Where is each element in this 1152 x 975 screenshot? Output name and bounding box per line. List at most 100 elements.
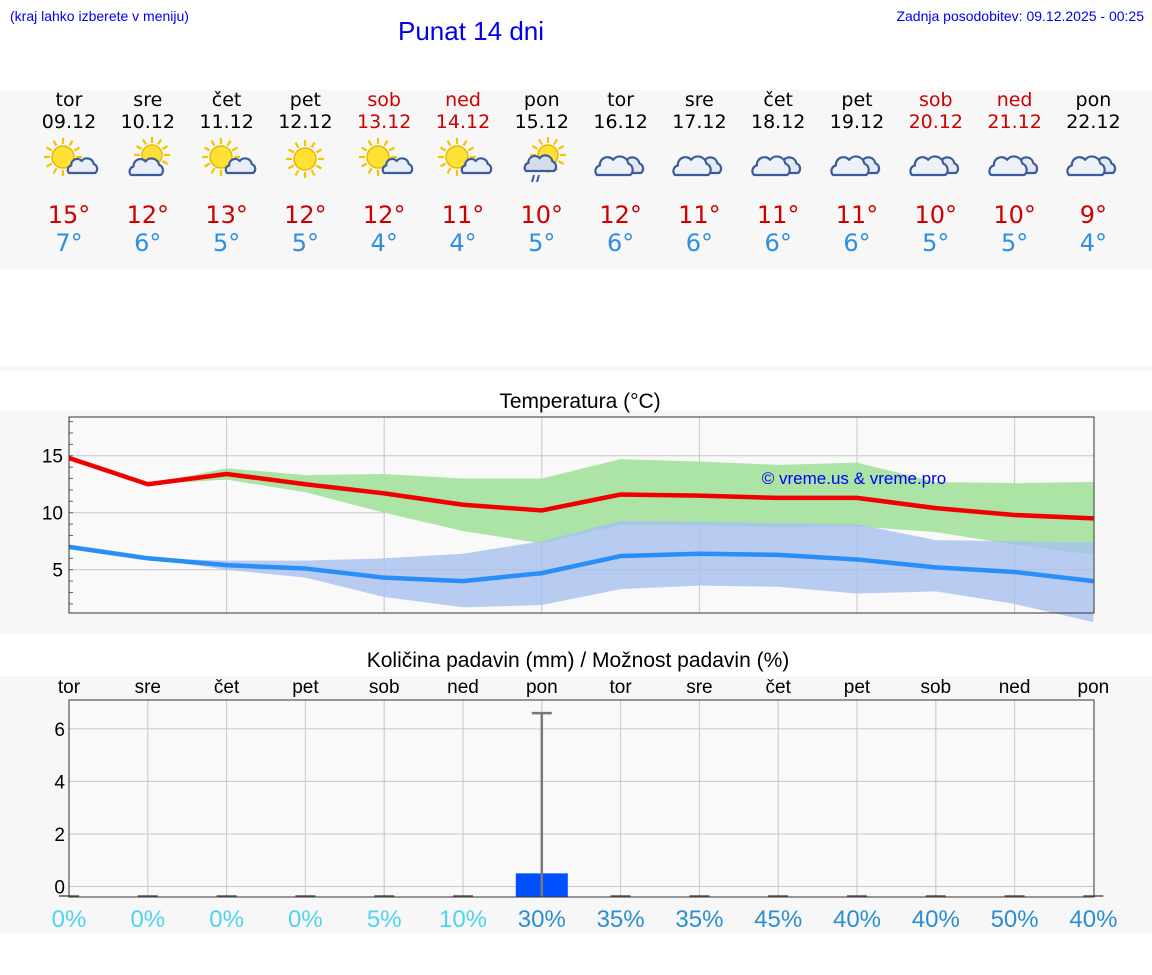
y-tick-label: 5 bbox=[52, 561, 63, 582]
day-name: sre bbox=[133, 89, 163, 111]
day-name: sre bbox=[684, 89, 714, 111]
day-date: 09.12 bbox=[41, 111, 97, 133]
min-temp: 4° bbox=[1079, 229, 1108, 257]
day-column: sob 13.12 12° 4° bbox=[344, 89, 424, 257]
day-column: ned 14.12 11° 4° bbox=[423, 89, 503, 257]
max_range-band bbox=[69, 458, 1094, 555]
temperature-chart-title: Temperatura (°C) bbox=[499, 390, 660, 413]
max-temp: 11° bbox=[835, 201, 879, 229]
sun-cloud-icon bbox=[44, 138, 99, 176]
temp-plot-frame bbox=[68, 416, 1095, 614]
max-temp: 11° bbox=[756, 201, 800, 229]
day-column: sre 17.12 11° 6° bbox=[659, 89, 739, 257]
min-temp: 5° bbox=[291, 229, 320, 257]
day-column: čet 18.12 11° 6° bbox=[738, 89, 818, 257]
x-category-label: sre bbox=[686, 677, 712, 698]
x-category-label: pet bbox=[844, 677, 871, 698]
max-temp: 10° bbox=[520, 201, 564, 229]
day-name: tor bbox=[55, 89, 83, 111]
rain-plot-frame bbox=[68, 699, 1095, 898]
precipitation-chart-title: Količina padavin (mm) / Možnost padavin … bbox=[367, 649, 790, 672]
x-category-label: ned bbox=[447, 677, 479, 698]
cloud-icon bbox=[987, 155, 1038, 177]
precip-probability: 40% bbox=[833, 906, 881, 933]
cloud-icon bbox=[672, 155, 723, 177]
day-name: pet bbox=[841, 89, 873, 111]
y-tick-label: 15 bbox=[42, 447, 63, 468]
x-category-label: sob bbox=[920, 677, 951, 698]
cloud-icon bbox=[1066, 155, 1117, 177]
day-column: pon 15.12 10° 5° bbox=[502, 89, 582, 257]
day-date: 18.12 bbox=[750, 111, 806, 133]
sun-icon bbox=[286, 140, 325, 178]
max-temp: 11° bbox=[441, 201, 485, 229]
day-column: pon 22.12 9° 4° bbox=[1053, 89, 1133, 257]
day-date: 19.12 bbox=[829, 111, 885, 133]
min-temp: 6° bbox=[843, 229, 871, 257]
watermark-text: © vreme.us & vreme.pro bbox=[762, 469, 946, 488]
sun-cloud-rain-icon bbox=[523, 137, 566, 183]
day-date: 22.12 bbox=[1066, 111, 1121, 133]
max-temp: 12° bbox=[284, 201, 327, 229]
day-date: 11.12 bbox=[199, 111, 254, 133]
day-name: ned bbox=[445, 89, 481, 111]
cloud-icon bbox=[909, 155, 959, 177]
day-column: sre 10.12 12° 6° bbox=[108, 89, 188, 257]
day-name: pon bbox=[1075, 89, 1112, 111]
max-temp: 13° bbox=[205, 201, 248, 229]
day-date: 17.12 bbox=[672, 111, 727, 133]
day-column: ned 21.12 10° 5° bbox=[975, 89, 1055, 257]
separator bbox=[0, 366, 1152, 371]
day-name: čet bbox=[763, 89, 793, 111]
day-date: 13.12 bbox=[356, 111, 412, 133]
y-tick-label: 4 bbox=[54, 772, 65, 793]
day-date: 10.12 bbox=[120, 111, 175, 133]
max-temp: 12° bbox=[362, 201, 406, 229]
y-tick-label: 6 bbox=[54, 720, 65, 741]
min-temp: 5° bbox=[1000, 229, 1029, 257]
forecast-strip bbox=[0, 90, 1152, 270]
day-name: pon bbox=[523, 89, 560, 111]
precip-probability: 10% bbox=[439, 906, 487, 933]
max-temp: 10° bbox=[914, 201, 958, 229]
day-name: sob bbox=[919, 89, 953, 111]
cloud-sun-icon bbox=[128, 137, 170, 177]
precip-probability: 5% bbox=[367, 906, 402, 933]
precip-probability: 30% bbox=[518, 906, 566, 933]
min-temp: 4° bbox=[370, 229, 398, 257]
min_range-band bbox=[69, 520, 1094, 623]
y-tick-label: 0 bbox=[54, 877, 65, 898]
max-temp-line bbox=[68, 455, 1094, 521]
day-date: 16.12 bbox=[593, 111, 648, 133]
location-hint-link[interactable]: (kraj lahko izberete v meniju) bbox=[10, 8, 189, 24]
y-tick-label: 10 bbox=[42, 504, 63, 525]
page-title: Punat 14 dni bbox=[398, 16, 545, 46]
min-temp: 6° bbox=[685, 229, 714, 257]
min-temp: 6° bbox=[606, 229, 635, 257]
x-category-label: čet bbox=[766, 677, 792, 698]
max-temp: 15° bbox=[47, 201, 91, 229]
x-category-label: sob bbox=[369, 677, 400, 698]
day-name: sob bbox=[367, 89, 401, 111]
min-temp: 6° bbox=[764, 229, 792, 257]
sun-cloud-icon bbox=[438, 138, 493, 176]
day-name: čet bbox=[211, 89, 242, 111]
x-category-label: tor bbox=[58, 677, 81, 698]
last-update-text: Zadnja posodobitev: 09.12.2025 - 00:25 bbox=[896, 8, 1144, 24]
min-temp: 5° bbox=[922, 229, 950, 257]
precip-probability: 0% bbox=[288, 906, 323, 933]
max-temp: 10° bbox=[993, 201, 1036, 229]
day-column: pet 12.12 12° 5° bbox=[265, 89, 345, 257]
x-category-label: pet bbox=[292, 677, 319, 698]
x-category-label: pon bbox=[1078, 677, 1110, 698]
sun-cloud-icon bbox=[201, 138, 256, 176]
min-temp: 5° bbox=[212, 229, 241, 257]
day-date: 14.12 bbox=[435, 111, 491, 133]
max-temp: 12° bbox=[599, 201, 642, 229]
cloud-icon bbox=[830, 155, 881, 177]
y-tick-label: 2 bbox=[54, 825, 65, 846]
day-date: 21.12 bbox=[987, 111, 1042, 133]
cloud-icon bbox=[593, 155, 644, 177]
precip-probability: 0% bbox=[130, 906, 165, 933]
